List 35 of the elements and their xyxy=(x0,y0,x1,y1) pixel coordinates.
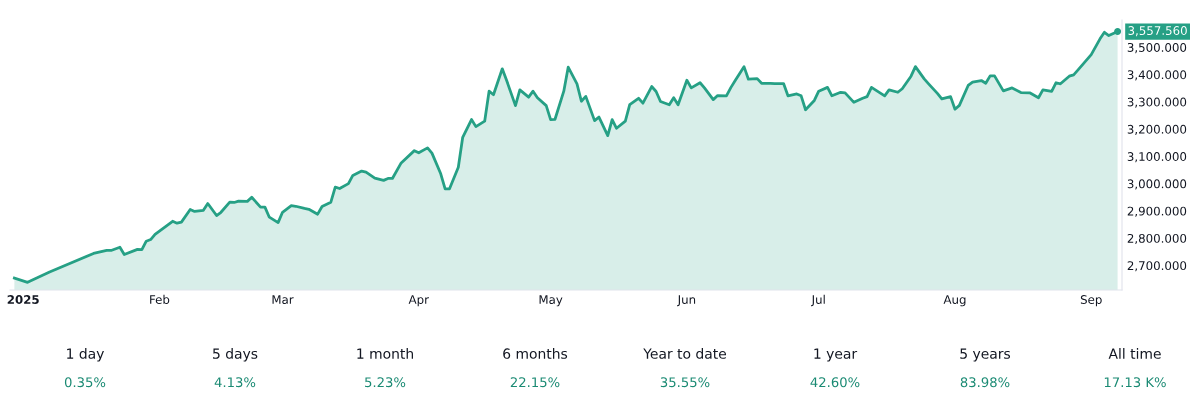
y-tick-label: 3,100.000 xyxy=(1127,152,1187,163)
text: 6 months xyxy=(503,348,568,359)
text: 17.13 K% xyxy=(1104,377,1166,388)
x-tick-label: Apr xyxy=(408,295,429,307)
text: 42.60% xyxy=(810,377,860,388)
x-tick-label: Mar xyxy=(272,295,294,304)
x-tick-label: Aug xyxy=(943,295,966,307)
y-tick-label: 3,500.000 xyxy=(1127,43,1187,54)
text: 5.23% xyxy=(365,377,406,388)
text: 0.35% xyxy=(64,377,106,388)
x-tick-label: May xyxy=(539,295,563,307)
text: 35.55% xyxy=(660,377,710,388)
text: 1 year xyxy=(814,348,858,362)
y-tick-label: 3,200.000 xyxy=(1127,124,1187,135)
text: Year to date xyxy=(643,348,727,359)
x-tick-label: Feb xyxy=(150,294,170,304)
x-tick-label: 2025 xyxy=(7,295,39,304)
y-tick-label: 3,300.000 xyxy=(1127,97,1187,108)
y-tick-label: 3,400.000 xyxy=(1127,70,1187,81)
text: 83.98% xyxy=(960,377,1010,388)
text: 4.13% xyxy=(214,377,256,388)
x-tick-label: Sep xyxy=(1080,295,1102,307)
annotation: 3,557.560 xyxy=(1128,26,1187,37)
text: 22.15% xyxy=(510,377,560,388)
text: 5 years xyxy=(960,348,1011,362)
text: 5 days xyxy=(213,348,258,362)
y-tick-label: 2,700.000 xyxy=(1127,261,1187,272)
text: 1 day xyxy=(67,348,104,362)
text: 1 month xyxy=(357,348,413,359)
text: All time xyxy=(1108,348,1161,359)
x-tick-label: Jun xyxy=(677,295,696,307)
x-tick-label: Jul xyxy=(810,294,825,307)
y-tick-label: 2,800.000 xyxy=(1127,233,1187,245)
y-tick-label: 2,900.000 xyxy=(1127,206,1187,217)
y-tick-label: 3,000.000 xyxy=(1127,179,1187,190)
